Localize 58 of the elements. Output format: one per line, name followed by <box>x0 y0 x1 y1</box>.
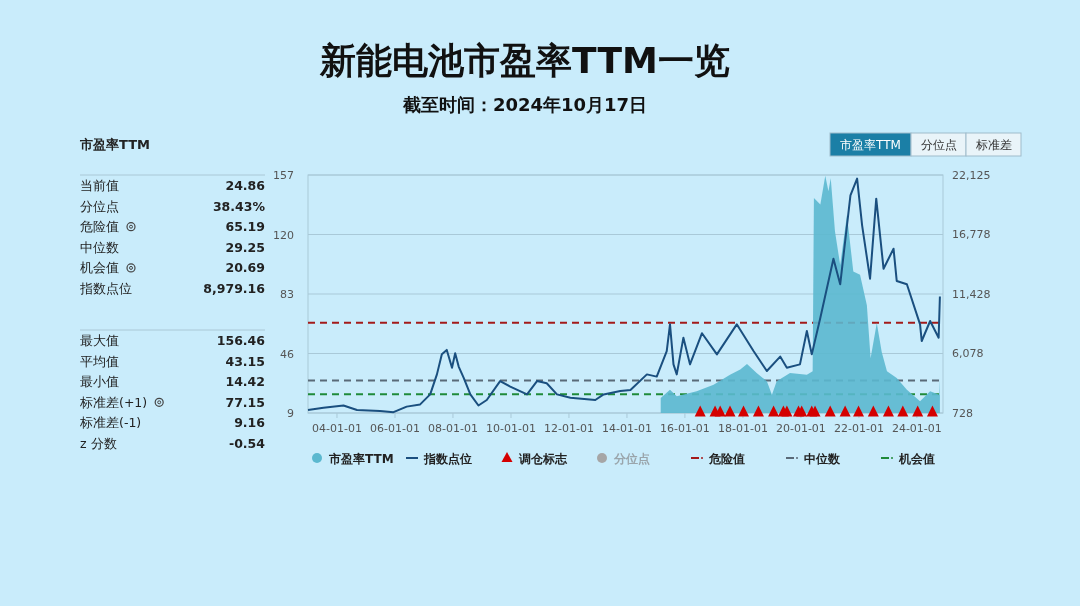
legend-label: 市盈率TTM <box>328 451 394 466</box>
text: 8,979.16 <box>203 281 265 296</box>
x-tick-label: 10-01-01 <box>486 422 536 435</box>
y-tick-label: 46 <box>280 347 294 361</box>
text: -0.54 <box>228 436 265 451</box>
legend-label: 中位数 <box>804 451 841 466</box>
category-label: 平均值 <box>80 353 119 369</box>
category-label: 最大值 <box>80 333 119 348</box>
x-tick-label: 22-01-01 <box>833 422 884 435</box>
x-tick-label: 20-01-01 <box>775 422 826 435</box>
chart-subtitle: 截至时间：2024年10月17日 <box>401 94 648 115</box>
text: 156.46 <box>216 333 265 348</box>
y-tick-label: 157 <box>273 169 294 182</box>
text: 24.86 <box>225 178 265 193</box>
legend-label: 危险值 <box>708 451 745 466</box>
category-label: 分位点 <box>80 198 119 214</box>
y-tick-label: 83 <box>280 288 294 301</box>
category-label: 当前值 <box>80 178 119 193</box>
category-label: 中位数 <box>80 239 119 255</box>
text: 38.43% <box>212 198 265 214</box>
text: 77.15 <box>225 394 265 410</box>
x-tick-label: 04-01-01 <box>312 422 362 435</box>
chart-title: 新能电池市盈率TTM一览 <box>319 40 730 81</box>
category-label: 标准差(+1) <box>79 394 148 410</box>
category-label: 指数点位 <box>79 281 132 296</box>
x-tick-label: 24-01-01 <box>891 422 942 435</box>
category-label: 危险值 <box>80 219 119 235</box>
text: 标准差 <box>974 138 1012 152</box>
y2-tick-label: 11,428 <box>952 287 991 301</box>
legend-label: 调仓标志 <box>518 451 568 466</box>
x-tick-label: 06-01-01 <box>370 422 420 435</box>
text: 分位点 <box>920 138 957 152</box>
x-tick-label: 18-01-01 <box>717 422 768 435</box>
x-tick-label: 16-01-01 <box>659 422 710 435</box>
text: 9.16 <box>234 415 265 431</box>
y2-tick-label: 6,078 <box>952 347 984 361</box>
text: 20.69 <box>225 260 265 276</box>
x-tick-label: 14-01-01 <box>602 422 652 435</box>
y-tick-label: 120 <box>273 228 294 242</box>
text: 29.25 <box>225 239 265 255</box>
legend-label: 分位点 <box>613 451 650 466</box>
legend-label: 机会值 <box>898 451 935 466</box>
legend-label: 指数点位 <box>423 451 472 466</box>
category-label: z 分数 <box>80 436 117 451</box>
text: 市盈率TTM <box>79 137 150 152</box>
y2-tick-label: 728 <box>952 407 973 420</box>
category-label: 机会值 <box>80 260 119 276</box>
y2-tick-label: 16,778 <box>952 228 991 242</box>
text: 65.19 <box>225 219 265 235</box>
category-label: 最小值 <box>80 374 119 390</box>
x-tick-label: 12-01-01 <box>543 422 594 435</box>
text: 市盈率TTM <box>840 138 901 152</box>
x-tick-label: 08-01-01 <box>427 422 478 435</box>
y2-tick-label: 22,125 <box>952 169 991 182</box>
y-tick-label: 9 <box>287 407 294 420</box>
text: 43.15 <box>225 353 265 369</box>
text: 14.42 <box>225 374 265 390</box>
category-label: 标准差(-1) <box>79 415 142 431</box>
